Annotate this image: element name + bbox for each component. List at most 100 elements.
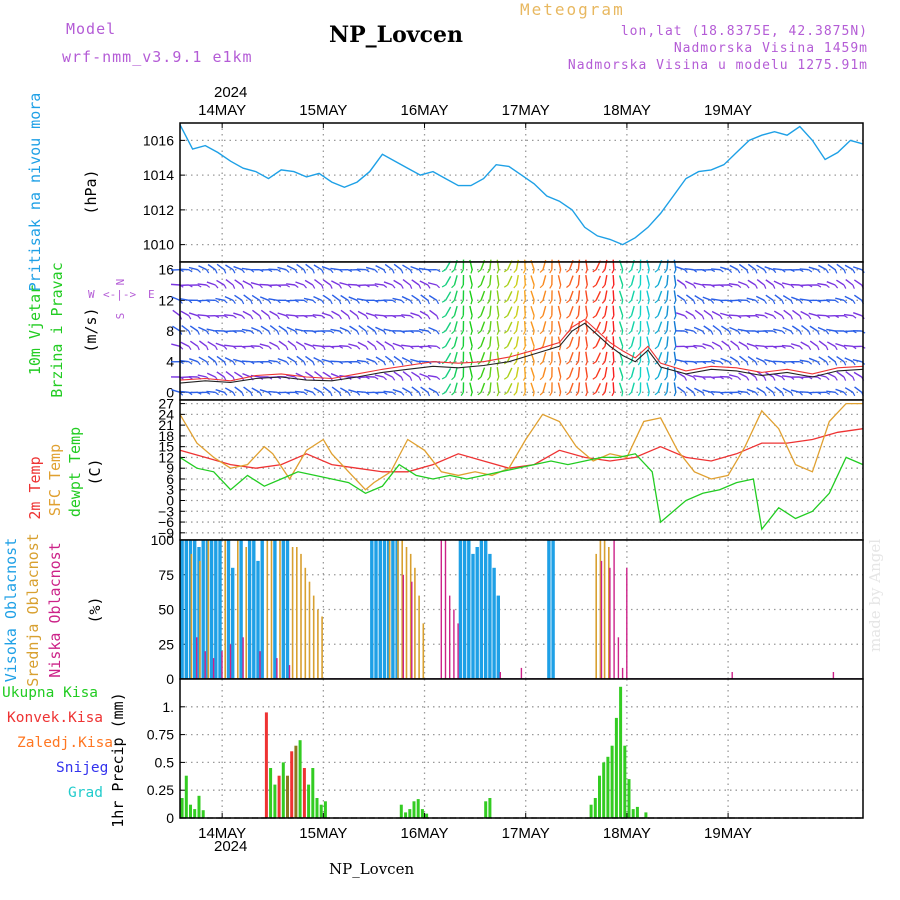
- wind-barb-head: [392, 299, 397, 304]
- wind-barb: [646, 321, 650, 332]
- wind-barb-head: [294, 391, 299, 395]
- wind-barb: [241, 360, 251, 363]
- wind-barb-head: [294, 330, 298, 335]
- wind-barb: [818, 356, 827, 363]
- wind-barb: [801, 324, 810, 332]
- wind-barb-head: [356, 299, 360, 304]
- high-cloud-bar: [382, 540, 387, 679]
- top-date-label: 14MAY: [198, 102, 246, 119]
- wind-barb-head: [522, 300, 526, 305]
- low-cloud-bar: [212, 658, 215, 679]
- wind-barb: [489, 320, 492, 332]
- wind-barb-head: [763, 269, 767, 274]
- wind-barb-head: [852, 392, 856, 397]
- wind-barb-head: [522, 376, 526, 381]
- precip-bar: [602, 762, 606, 818]
- wind-barb: [739, 355, 748, 363]
- wind-barb-head: [401, 315, 406, 319]
- wind-barb-head: [532, 269, 535, 274]
- wind-barb: [393, 355, 402, 363]
- wind-barb-head: [654, 315, 659, 319]
- wind-barb-head: [285, 361, 290, 366]
- y-tick-label: 0.75: [147, 727, 174, 743]
- wind-barb: [800, 310, 809, 317]
- wind-barb: [496, 367, 500, 378]
- wind-barb: [612, 382, 615, 393]
- wind-barb-head: [592, 315, 597, 319]
- wind-barb-head: [755, 345, 759, 350]
- wind-barb-head: [436, 315, 439, 320]
- wind-barb-head: [817, 376, 822, 380]
- y-tick-label: 27: [158, 396, 174, 412]
- precip-bar: [610, 745, 614, 818]
- wind-barb-head: [197, 361, 201, 366]
- wind-barb: [224, 314, 234, 317]
- wind-barb-head: [647, 300, 650, 305]
- wind-barb-head: [566, 299, 570, 304]
- high-cloud-bar: [378, 540, 382, 679]
- wind-barb: [496, 382, 500, 393]
- wind-barb-head: [558, 315, 562, 320]
- wind-barb-head: [692, 300, 696, 305]
- wind-barb-head: [460, 269, 464, 274]
- wind-barb-head: [628, 345, 632, 350]
- precip-bar: [635, 806, 639, 818]
- wind-barb-head: [241, 315, 246, 320]
- wind-barb: [712, 324, 721, 332]
- wind-barb: [585, 336, 588, 347]
- wind-barb-head: [206, 284, 211, 288]
- high-cloud-bar: [496, 595, 500, 679]
- mid-cloud-bar: [405, 547, 408, 679]
- wind-barb-head: [470, 284, 473, 289]
- precip-bar: [307, 784, 311, 818]
- wind-barb: [480, 352, 486, 362]
- precip-bar: [589, 804, 593, 818]
- low-cloud-bar: [221, 651, 223, 679]
- cloud-low-label: Niska Oblacnost: [46, 542, 64, 677]
- wind-barb-head: [232, 269, 236, 274]
- wind-barb: [557, 351, 562, 362]
- wind-barb-head: [197, 330, 200, 335]
- wind-barb-head: [790, 284, 795, 289]
- wind-barb-head: [628, 284, 632, 289]
- low-cloud-bar: [617, 637, 620, 679]
- wind-barb: [666, 320, 669, 332]
- y-tick-label: 25: [158, 636, 174, 652]
- wind-barb: [542, 367, 547, 378]
- wind-barb-head: [477, 391, 482, 396]
- wind-axis-label: 10m Vjetar: [26, 285, 44, 375]
- wind-barb-head: [347, 392, 351, 397]
- wind-barb: [774, 386, 783, 393]
- wind-barb-head: [692, 315, 696, 320]
- wind-barb-head: [664, 269, 668, 274]
- wind-barb-head: [277, 361, 281, 365]
- wind-barb-head: [558, 346, 562, 351]
- wind-barb: [180, 310, 190, 317]
- wind-barb: [755, 313, 765, 317]
- wind-barb-head: [418, 284, 422, 289]
- wind-barb: [585, 290, 588, 301]
- wind-barb: [673, 305, 677, 316]
- wind-barb: [374, 283, 384, 286]
- wind-barb-head: [392, 391, 397, 396]
- wind-barb-head: [214, 346, 218, 351]
- wind-barb: [836, 279, 845, 286]
- wind-barb-head: [566, 269, 570, 273]
- wind-barb: [585, 351, 588, 362]
- wind-barb: [224, 356, 234, 363]
- wind-barb: [835, 297, 845, 302]
- wind-barb: [197, 314, 207, 317]
- wind-barb: [322, 294, 331, 301]
- wind-barb-head: [611, 361, 615, 366]
- mid-cloud-bar: [190, 553, 193, 679]
- wind-barb: [604, 382, 608, 393]
- wind-barb-head: [409, 284, 413, 289]
- wind-barb-head: [684, 284, 687, 289]
- wind-barb-head: [654, 284, 659, 288]
- wind-barb: [630, 275, 635, 286]
- compass-cross: <-|->: [103, 288, 136, 301]
- wind-barb-head: [427, 315, 431, 320]
- wind-barb-head: [816, 346, 820, 351]
- wind-barb-head: [532, 300, 535, 305]
